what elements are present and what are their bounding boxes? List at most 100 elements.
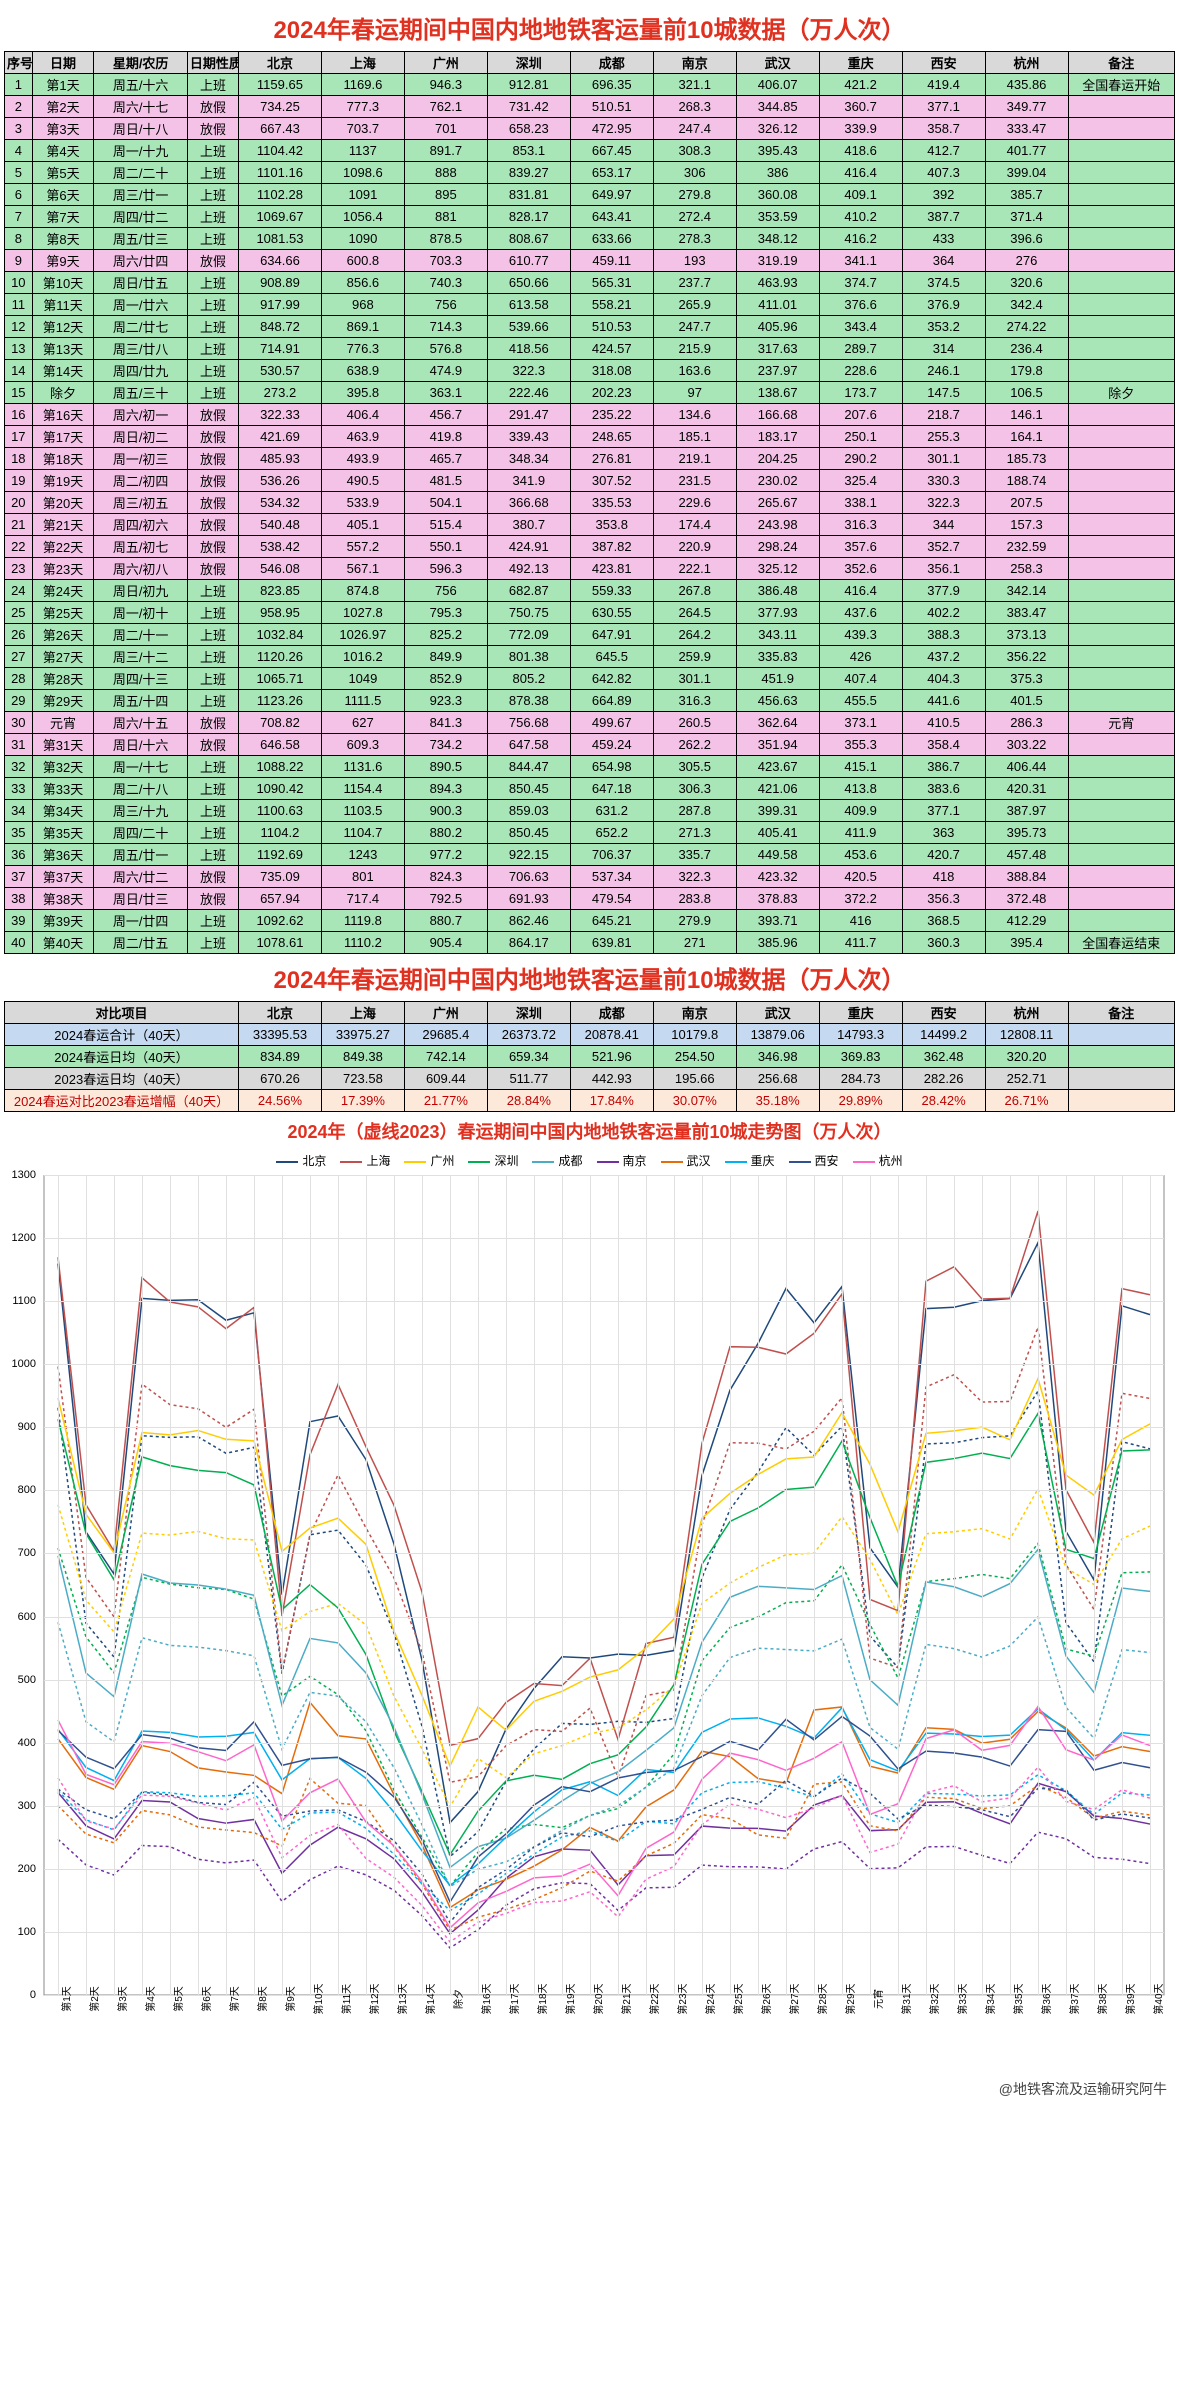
summary-title: 2024年春运期间中国内地地铁客运量前10城数据（万人次） — [4, 954, 1175, 1001]
x-tick: 第40天 — [1150, 1983, 1179, 2014]
table-row: 9第9天周六/廿四放假634.66600.8703.3610.77459.111… — [5, 250, 1175, 272]
y-tick: 700 — [4, 1547, 36, 1559]
table-row: 33第33天周二/十八上班1090.421154.4894.3850.45647… — [5, 778, 1175, 800]
series-line — [58, 1549, 1150, 1867]
summary-row: 2024春运对比2023春运增幅（40天）24.56%17.39%21.77%2… — [5, 1090, 1175, 1112]
chart-title: 2024年（虚线2023）春运期间中国内地地铁客运量前10城走势图（万人次） — [4, 1112, 1175, 1150]
table-row: 1第1天周五/十六上班1159.651169.6946.3912.81696.3… — [5, 74, 1175, 96]
col-header: 上海 — [321, 52, 404, 74]
table-row: 10第10天周日/廿五上班908.89856.6740.3650.66565.3… — [5, 272, 1175, 294]
y-tick: 1300 — [4, 1169, 36, 1181]
table-row: 28第28天周四/十三上班1065.711049852.9805.2642.82… — [5, 668, 1175, 690]
main-title: 2024年春运期间中国内地地铁客运量前10城数据（万人次） — [4, 4, 1175, 51]
y-tick: 400 — [4, 1737, 36, 1749]
series-line — [58, 1327, 1150, 1782]
table-row: 29第29天周五/十四上班1123.261111.5923.3878.38664… — [5, 690, 1175, 712]
series-line — [58, 1832, 1150, 1948]
table-row: 36第36天周五/廿一上班1192.691243977.2922.15706.3… — [5, 844, 1175, 866]
y-tick: 800 — [4, 1484, 36, 1496]
col-header: 备注 — [1068, 52, 1175, 74]
table-row: 20第20天周三/初五放假534.32533.9504.1366.68335.5… — [5, 492, 1175, 514]
y-tick: 1100 — [4, 1295, 36, 1307]
table-row: 8第8天周五/廿三上班1081.531090878.5808.67633.662… — [5, 228, 1175, 250]
legend-item: 重庆 — [725, 1152, 775, 1169]
col-header: 武汉 — [736, 52, 819, 74]
table-row: 30元宵周六/十五放假708.82627841.3756.68499.67260… — [5, 712, 1175, 734]
legend-item: 南京 — [597, 1152, 647, 1169]
legend-item: 武汉 — [661, 1152, 711, 1169]
y-tick: 500 — [4, 1674, 36, 1686]
y-tick: 300 — [4, 1800, 36, 1812]
col-header: 深圳 — [487, 52, 570, 74]
table-row: 32第32天周一/十七上班1088.221131.6890.5844.47654… — [5, 756, 1175, 778]
table-row: 18第18天周一/初三放假485.93493.9465.7348.34276.8… — [5, 448, 1175, 470]
line-chart: 0100200300400500600700800900100011001200… — [4, 1175, 1175, 2075]
y-tick: 1200 — [4, 1232, 36, 1244]
legend-item: 西安 — [789, 1152, 839, 1169]
y-tick: 900 — [4, 1421, 36, 1433]
table-row: 15除夕周五/三十上班273.2395.8363.1222.46202.2397… — [5, 382, 1175, 404]
table-row: 16第16天周六/初一放假322.33406.4456.7291.47235.2… — [5, 404, 1175, 426]
series-line — [58, 1379, 1150, 1766]
summary-table: 对比项目北京上海广州深圳成都南京武汉重庆西安杭州备注 2024春运合计（40天）… — [4, 1001, 1175, 1112]
summary-header-row: 对比项目北京上海广州深圳成都南京武汉重庆西安杭州备注 — [5, 1002, 1175, 1024]
legend-item: 上海 — [340, 1152, 390, 1169]
watermark: @地铁客流及运输研究阿牛 — [4, 2075, 1175, 2103]
legend-item: 成都 — [532, 1152, 582, 1169]
col-header: 杭州 — [985, 52, 1068, 74]
table-row: 11第11天周一/廿六上班917.99968756613.58558.21265… — [5, 294, 1175, 316]
table-row: 25第25天周一/初十上班958.951027.8795.3750.75630.… — [5, 602, 1175, 624]
legend-item: 杭州 — [853, 1152, 903, 1169]
table-row: 21第21天周四/初六放假540.48405.1515.4380.7353.81… — [5, 514, 1175, 536]
table-row: 34第34天周三/十九上班1100.631103.5900.3859.03631… — [5, 800, 1175, 822]
table-body: 1第1天周五/十六上班1159.651169.6946.3912.81696.3… — [5, 74, 1175, 954]
series-line — [58, 1774, 1150, 1911]
table-row: 6第6天周三/廿一上班1102.281091895831.81649.97279… — [5, 184, 1175, 206]
legend-item: 北京 — [276, 1152, 326, 1169]
table-row: 5第5天周二/二十上班1101.161098.6888839.27653.173… — [5, 162, 1175, 184]
col-header: 重庆 — [819, 52, 902, 74]
chart-legend: 北京上海广州深圳成都南京武汉重庆西安杭州 — [4, 1150, 1175, 1175]
table-row: 35第35天周四/二十上班1104.21104.7880.2850.45652.… — [5, 822, 1175, 844]
table-row: 7第7天周四/廿二上班1069.671056.4881828.17643.412… — [5, 206, 1175, 228]
col-header: 成都 — [570, 52, 653, 74]
table-row: 24第24天周日/初九上班823.85874.8756682.87559.332… — [5, 580, 1175, 602]
table-row: 23第23天周六/初八放假546.08567.1596.3492.13423.8… — [5, 558, 1175, 580]
table-row: 39第39天周一/廿四上班1092.621119.8880.7862.46645… — [5, 910, 1175, 932]
col-header: 日期 — [32, 52, 94, 74]
table-header-row: 序号日期星期/农历日期性质北京上海广州深圳成都南京武汉重庆西安杭州备注 — [5, 52, 1175, 74]
table-row: 31第31天周日/十六放假646.58609.3734.2647.58459.2… — [5, 734, 1175, 756]
series-line — [58, 1779, 1150, 1931]
table-row: 14第14天周四/廿九上班530.57638.9474.9322.3318.08… — [5, 360, 1175, 382]
table-row: 13第13天周三/廿八上班714.91776.3576.8418.56424.5… — [5, 338, 1175, 360]
table-row: 22第22天周五/初七放假538.42557.2550.1424.91387.8… — [5, 536, 1175, 558]
table-row: 2第2天周六/十七放假734.25777.3762.1731.42510.512… — [5, 96, 1175, 118]
series-line — [58, 1706, 1150, 1927]
y-tick: 600 — [4, 1611, 36, 1623]
col-header: 广州 — [404, 52, 487, 74]
series-line — [58, 1391, 1150, 1857]
col-header: 西安 — [902, 52, 985, 74]
table-row: 12第12天周二/廿七上班848.72869.1714.3539.66510.5… — [5, 316, 1175, 338]
summary-row: 2024春运日均（40天）834.89849.38742.14659.34521… — [5, 1046, 1175, 1068]
col-header: 日期性质 — [187, 52, 238, 74]
summary-row: 2023春运日均（40天）670.26723.58609.44511.77442… — [5, 1068, 1175, 1090]
series-line — [58, 1211, 1150, 1745]
y-tick: 0 — [4, 1989, 36, 2001]
table-row: 38第38天周日/廿三放假657.94717.4792.5691.93479.5… — [5, 888, 1175, 910]
series-line — [58, 1767, 1150, 1942]
col-header: 星期/农历 — [94, 52, 188, 74]
legend-item: 深圳 — [468, 1152, 518, 1169]
table-row: 26第26天周二/十一上班1032.841026.97825.2772.0964… — [5, 624, 1175, 646]
summary-row: 2024春运合计（40天）33395.5333975.2729685.42637… — [5, 1024, 1175, 1046]
legend-item: 广州 — [404, 1152, 454, 1169]
table-row: 37第37天周六/廿二放假735.09801824.3706.63537.343… — [5, 866, 1175, 888]
table-row: 17第17天周日/初二放假421.69463.9419.8339.43248.6… — [5, 426, 1175, 448]
data-table: 序号日期星期/农历日期性质北京上海广州深圳成都南京武汉重庆西安杭州备注 1第1天… — [4, 51, 1175, 954]
table-row: 27第27天周三/十二上班1120.261016.2849.9801.38645… — [5, 646, 1175, 668]
table-row: 3第3天周日/十八放假667.43703.7701658.23472.95247… — [5, 118, 1175, 140]
series-line — [58, 1778, 1150, 1922]
y-tick: 100 — [4, 1926, 36, 1938]
y-tick: 200 — [4, 1863, 36, 1875]
table-row: 40第40天周二/廿五上班1078.611110.2905.4864.17639… — [5, 932, 1175, 954]
